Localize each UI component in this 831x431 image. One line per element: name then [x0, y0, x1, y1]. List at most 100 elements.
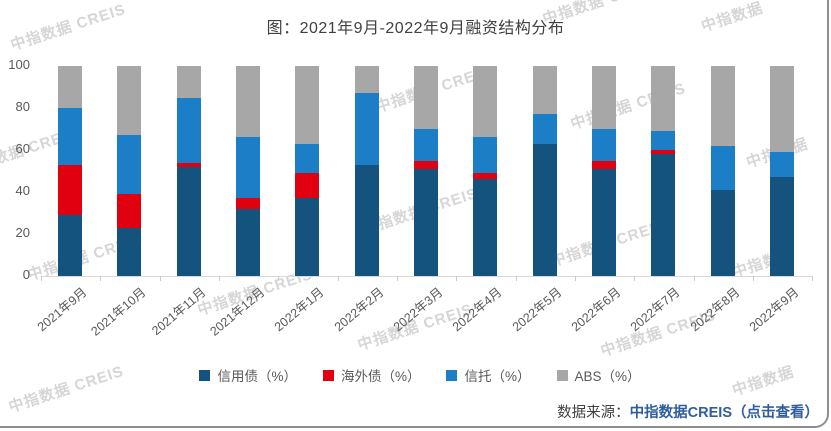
bar-segment-overseas-bond [413, 160, 438, 169]
legend-swatch-abs [556, 369, 568, 381]
legend-label: 信托（%） [464, 369, 531, 384]
legend-item-abs: ABS（%） [556, 365, 641, 385]
legend-swatch-trust [446, 369, 458, 381]
x-axis-tick [634, 276, 636, 281]
bar-segment-abs [235, 66, 260, 138]
x-axis-line [41, 276, 813, 277]
bar-segment-credit-bond [591, 168, 616, 276]
data-source: 数据来源：中指数据CREIS（点击查看） [557, 401, 819, 422]
bar-2021年11月 [176, 66, 201, 276]
bar-segment-abs [532, 66, 557, 115]
bar-2021年9月 [58, 66, 82, 276]
bar-segment-credit-bond [176, 166, 201, 276]
legend-label: 信用债（%） [217, 369, 297, 384]
y-axis-label: 40 [15, 183, 30, 198]
bar-2022年7月 [651, 66, 676, 276]
chart-title: 图：2021年9月-2022年9月融资结构分布 [266, 20, 565, 37]
bar-2022年5月 [532, 66, 557, 276]
bar-2022年3月 [413, 66, 438, 276]
x-axis-tick [337, 276, 339, 281]
data-source-label: 数据来源： [557, 405, 630, 421]
x-axis-tick [693, 276, 695, 281]
bar-segment-credit-bond [235, 208, 260, 276]
bar-segment-trust [117, 135, 142, 195]
y-axis-label: 60 [15, 141, 30, 156]
legend-item-credit-bond: 信用债（%） [199, 365, 297, 385]
x-axis-tick [218, 276, 220, 281]
y-axis-label: 100 [8, 57, 30, 72]
bar-2022年6月 [591, 66, 616, 276]
bar-segment-credit-bond [473, 179, 498, 276]
bar-segment-abs [117, 66, 142, 136]
bar-segment-abs [769, 66, 794, 153]
legend-label: 海外债（%） [340, 369, 421, 384]
x-axis-label: 2022年6月 [568, 285, 624, 335]
bar-2022年2月 [354, 66, 379, 276]
x-axis-tick [456, 276, 458, 281]
bar-segment-trust [532, 114, 557, 144]
bar-segment-trust [473, 137, 498, 174]
bar-segment-trust [769, 152, 794, 178]
bar-2022年9月 [769, 66, 794, 276]
bar-segment-trust [295, 143, 320, 174]
x-axis-label: 2022年8月 [687, 285, 743, 335]
x-axis-tick [396, 276, 398, 281]
bar-segment-credit-bond [532, 143, 557, 276]
bar-segment-credit-bond [413, 168, 438, 276]
bar-segment-abs [354, 66, 379, 94]
bar-segment-abs [58, 66, 82, 109]
bar-segment-abs [651, 66, 676, 132]
bar-segment-abs [591, 66, 616, 130]
bar-segment-trust [413, 129, 438, 161]
x-axis-label: 2022年4月 [450, 285, 505, 335]
x-axis-tick [278, 276, 280, 281]
legend-swatch-credit-bond [199, 369, 211, 381]
bar-2022年8月 [710, 66, 735, 276]
bar-segment-trust [58, 108, 82, 165]
bar-segment-abs [176, 66, 201, 98]
bar-segment-trust [235, 137, 260, 199]
bar-2021年12月 [235, 66, 260, 276]
bar-segment-trust [176, 97, 201, 163]
bar-segment-credit-bond [354, 164, 379, 276]
x-axis-label: 2021年11月 [148, 285, 209, 339]
x-axis-tick [752, 276, 754, 281]
bar-segment-overseas-bond [58, 164, 82, 216]
bar-segment-overseas-bond [651, 150, 676, 155]
x-axis-tick [159, 276, 161, 281]
bar-segment-credit-bond [117, 227, 142, 276]
y-axis-label: 20 [15, 225, 30, 240]
x-axis-tick [812, 276, 814, 281]
y-axis-label: 80 [15, 99, 30, 114]
x-axis-label: 2022年3月 [390, 285, 446, 335]
x-axis-label: 2022年2月 [331, 285, 387, 335]
bar-segment-overseas-bond [117, 194, 142, 228]
bars-layer [58, 66, 794, 276]
bar-2022年4月 [473, 66, 498, 276]
legend-item-overseas-bond: 海外债（%） [322, 365, 421, 385]
x-axis-label: 2021年12月 [207, 285, 268, 339]
bar-segment-abs [710, 66, 735, 146]
legend-label: ABS（%） [574, 369, 641, 384]
bar-segment-credit-bond [295, 198, 320, 276]
data-source-link[interactable]: 中指数据CREIS（点击查看） [629, 405, 819, 421]
bar-segment-abs [413, 66, 438, 130]
bar-segment-trust [591, 129, 616, 161]
x-axis-label: 2021年10月 [88, 285, 149, 339]
bar-segment-credit-bond [58, 215, 82, 276]
bar-segment-trust [354, 93, 379, 165]
x-axis-label: 2022年5月 [509, 285, 565, 335]
x-axis-tick [100, 276, 102, 281]
y-axis-label: 0 [22, 267, 30, 282]
bar-segment-credit-bond [651, 154, 676, 276]
bar-segment-credit-bond [710, 189, 735, 276]
x-axis-tick [41, 276, 42, 281]
legend-item-trust: 信托（%） [446, 365, 531, 385]
x-axis-label: 2022年9月 [746, 285, 802, 335]
x-axis-tick [574, 276, 576, 281]
bar-segment-overseas-bond [235, 198, 260, 209]
